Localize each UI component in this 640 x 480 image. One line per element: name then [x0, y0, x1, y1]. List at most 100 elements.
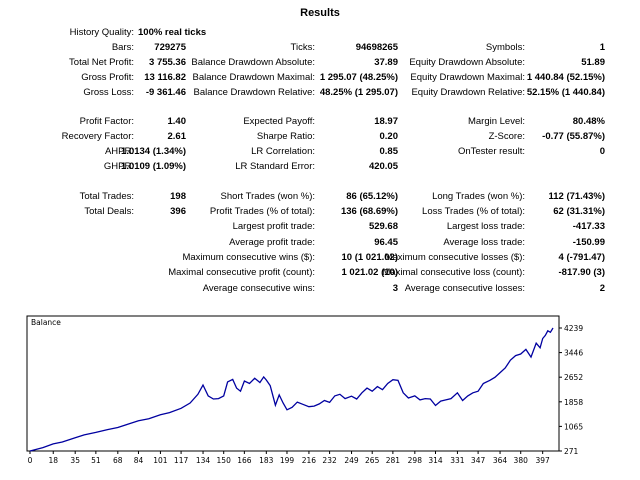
ahpr-value: 1.0134 (1.34%)	[121, 146, 186, 157]
x-tick-label: 150	[217, 456, 232, 465]
x-tick-label: 68	[113, 456, 123, 465]
max-consec-wins-value: 10 (1 021.02)	[341, 252, 398, 263]
max-consec-losses-label: Maximum consecutive losses ($):	[384, 252, 525, 263]
ontester-value: 0	[599, 146, 605, 157]
x-tick-label: 117	[174, 456, 189, 465]
max-consec-profit-label: Maximal consecutive profit (count):	[168, 267, 315, 278]
max-consec-profit-value: 1 021.02 (10)	[341, 267, 398, 278]
balance-dd-max-value: 1 295.07 (48.25%)	[319, 72, 398, 83]
gross-profit-value: 13 116.82	[144, 72, 186, 83]
page-title: Results	[300, 7, 340, 19]
balance-dd-rel-label: Balance Drawdown Relative:	[193, 87, 315, 98]
long-trades-label: Long Trades (won %):	[432, 191, 525, 202]
avg-loss-value: -150.99	[572, 237, 605, 248]
x-tick-label: 265	[365, 456, 380, 465]
chart-axes: 0 18 35 51 68 84 101 117 134 150 166 183 199 216 232 24…	[28, 324, 584, 465]
total-trades-label: Total Trades:	[79, 191, 134, 202]
largest-profit-label: Largest profit trade:	[232, 221, 315, 232]
total-net-profit-value: 3 755.36	[149, 57, 186, 68]
x-tick-label: 84	[134, 456, 144, 465]
equity-dd-max-label: Equity Drawdown Maximal:	[410, 72, 525, 83]
x-tick-label: 101	[153, 456, 168, 465]
profit-factor-label: Profit Factor:	[79, 116, 134, 127]
total-trades-value: 198	[170, 191, 186, 202]
expected-payoff-value: 18.97	[374, 116, 398, 127]
max-consec-losses-value: 4 (-791.47)	[558, 252, 605, 263]
recovery-factor-label: Recovery Factor:	[61, 131, 134, 142]
avg-profit-value: 96.45	[374, 237, 398, 248]
history-quality-value: 100% real ticks	[138, 27, 207, 38]
profit-factor-value: 1.40	[167, 116, 187, 127]
recovery-factor-value: 2.61	[167, 131, 187, 142]
x-tick-label: 281	[386, 456, 401, 465]
loss-trades-label: Loss Trades (% of total):	[422, 206, 525, 217]
equity-dd-rel-label: Equity Drawdown Relative:	[411, 87, 525, 98]
x-tick-label: 347	[471, 456, 486, 465]
ticks-value: 94698265	[355, 42, 398, 53]
x-tick-label: 314	[428, 456, 443, 465]
lr-std-error-value: 420.05	[368, 161, 398, 172]
y-tick-label: 2652	[564, 373, 583, 382]
bars-value: 729275	[154, 42, 186, 53]
short-trades-value: 86 (65.12%)	[346, 191, 398, 202]
symbols-value: 1	[599, 42, 605, 53]
balance-dd-max-label: Balance Drawdown Maximal:	[192, 72, 316, 83]
total-deals-value: 396	[170, 206, 186, 217]
balance-dd-rel-value: 48.25% (1 295.07)	[319, 87, 398, 98]
profit-trades-value: 136 (68.69%)	[340, 206, 398, 217]
balance-dd-abs-label: Balance Drawdown Absolute:	[191, 57, 315, 68]
x-tick-label: 35	[70, 456, 80, 465]
gross-loss-value: -9 361.46	[145, 87, 186, 98]
sharpe-ratio-label: Sharpe Ratio:	[256, 131, 315, 142]
x-tick-label: 397	[536, 456, 551, 465]
max-consec-loss-label: Maximal consecutive loss (count):	[382, 267, 525, 278]
x-tick-label: 166	[237, 456, 252, 465]
y-tick-label: 271	[564, 447, 579, 456]
y-tick-label: 4239	[564, 324, 583, 333]
x-tick-label: 0	[28, 456, 33, 465]
history-quality-label: History Quality:	[69, 27, 134, 38]
expected-payoff-label: Expected Payoff:	[243, 116, 315, 127]
margin-level-value: 80.48%	[572, 116, 605, 127]
balance-chart: Balance 0 18 35 51 68 84 101 117 134 150 166 183 199…	[26, 315, 584, 465]
equity-dd-rel-value: 52.15% (1 440.84)	[526, 87, 605, 98]
gross-profit-label: Gross Profit:	[81, 72, 134, 83]
x-tick-label: 232	[322, 456, 337, 465]
x-tick-label: 331	[450, 456, 465, 465]
largest-profit-value: 529.68	[368, 221, 398, 232]
z-score-label: Z-Score:	[488, 131, 525, 142]
loss-trades-value: 62 (31.31%)	[553, 206, 605, 217]
sharpe-ratio-value: 0.20	[379, 131, 399, 142]
balance-series-line	[29, 327, 554, 452]
x-tick-label: 199	[280, 456, 295, 465]
x-tick-label: 51	[91, 456, 101, 465]
y-tick-label: 1065	[564, 422, 583, 431]
x-tick-label: 183	[259, 456, 274, 465]
x-tick-label: 364	[493, 456, 508, 465]
x-tick-label: 249	[344, 456, 359, 465]
total-deals-label: Total Deals:	[84, 206, 134, 217]
profit-trades-label: Profit Trades (% of total):	[209, 206, 315, 217]
ahpr-label: AHPR:	[104, 146, 134, 157]
avg-consec-losses-value: 2	[599, 283, 605, 294]
avg-loss-label: Average loss trade:	[443, 237, 525, 248]
equity-dd-max-value: 1 440.84 (52.15%)	[526, 72, 605, 83]
symbols-label: Symbols:	[485, 42, 525, 53]
y-tick-label: 1858	[564, 398, 583, 407]
largest-loss-value: -417.33	[572, 221, 605, 232]
avg-profit-label: Average profit trade:	[229, 237, 315, 248]
largest-loss-label: Largest loss trade:	[446, 221, 525, 232]
total-net-profit-label: Total Net Profit:	[69, 57, 134, 68]
lr-std-error-label: LR Standard Error:	[235, 161, 315, 172]
chart-title: Balance	[31, 318, 61, 327]
x-tick-label: 216	[302, 456, 317, 465]
balance-dd-abs-value: 37.89	[374, 57, 398, 68]
bars-label: Bars:	[111, 42, 134, 53]
short-trades-label: Short Trades (won %):	[220, 191, 315, 202]
equity-dd-abs-label: Equity Drawdown Absolute:	[409, 57, 525, 68]
y-tick-label: 3446	[564, 349, 583, 358]
avg-consec-wins-label: Average consecutive wins:	[202, 283, 315, 294]
ticks-label: Ticks:	[290, 42, 315, 53]
lr-correlation-value: 0.85	[379, 146, 399, 157]
ontester-label: OnTester result:	[457, 146, 525, 157]
